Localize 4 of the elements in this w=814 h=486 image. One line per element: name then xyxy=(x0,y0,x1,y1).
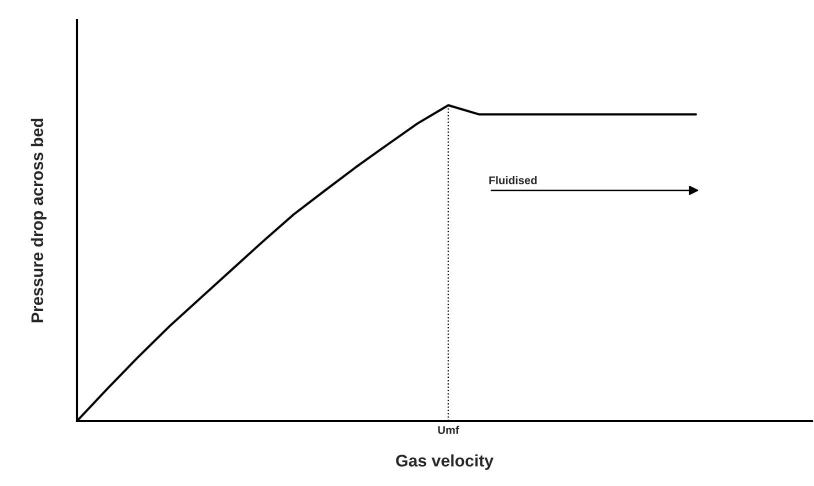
x-axis-title: Gas velocity xyxy=(396,454,494,470)
annotation: Fluidised xyxy=(489,176,537,184)
text: Umf xyxy=(438,426,460,434)
y-axis-title: Pressure drop across bed xyxy=(30,118,46,322)
